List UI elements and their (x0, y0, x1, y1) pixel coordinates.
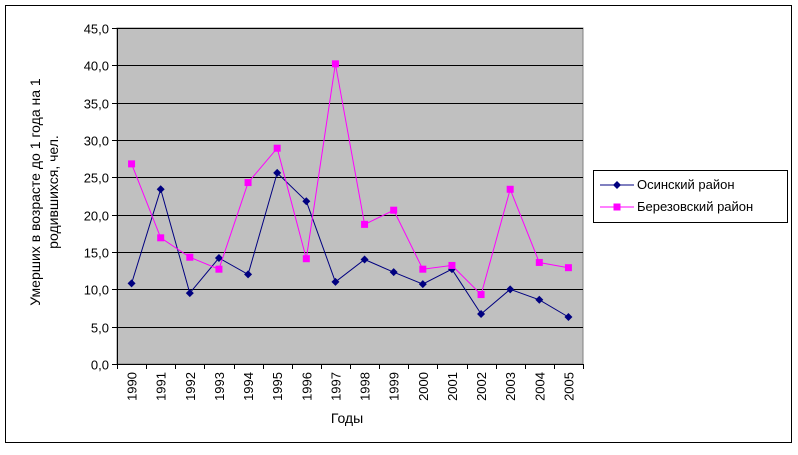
x-tick-label: 1997 (328, 372, 343, 401)
data-point (127, 279, 136, 288)
data-point (361, 220, 369, 228)
data-point (331, 60, 339, 68)
x-tick-label: 2005 (561, 372, 576, 401)
data-point (302, 197, 311, 206)
y-tick-label: 0,0 (91, 358, 109, 373)
data-point (273, 168, 282, 177)
x-tick-label: 2002 (474, 372, 489, 401)
gridlines (112, 28, 583, 365)
x-axis-title: Годы (331, 410, 363, 426)
legend-marker-berezovsky (613, 203, 621, 211)
x-tick-label: 2000 (416, 372, 431, 401)
x-tick-label: 2003 (503, 372, 518, 401)
x-tick-label: 1996 (299, 372, 314, 401)
data-point (535, 258, 543, 266)
data-point (448, 261, 456, 269)
y-tick-label: 20,0 (84, 209, 109, 224)
y-tick-label: 10,0 (84, 283, 109, 298)
x-tick-label: 1998 (358, 372, 373, 401)
x-tick-label: 1995 (270, 372, 285, 401)
x-tick-label: 1993 (212, 372, 227, 401)
data-point (564, 264, 572, 272)
y-axis-title-line2: родившихся, чел. (45, 135, 61, 249)
data-point (244, 179, 252, 187)
axes (117, 28, 584, 369)
data-point (477, 309, 486, 318)
y-tick-label: 5,0 (91, 321, 109, 336)
x-tick-label: 2004 (532, 372, 547, 401)
data-point (215, 265, 223, 273)
series-1 (128, 60, 572, 299)
y-tick-label: 15,0 (84, 246, 109, 261)
x-tick-label: 2001 (445, 372, 460, 401)
data-point (244, 270, 253, 279)
data-point (360, 255, 369, 264)
data-point (419, 265, 427, 273)
data-point (157, 234, 165, 242)
x-tick-label: 1990 (125, 372, 140, 401)
y-tick-label: 45,0 (84, 22, 109, 37)
y-tick-labels: 0,0 5,0 10,0 15,0 20,0 25,0 30,0 35,0 40,0 45,0 (84, 22, 109, 373)
x-tick-label: 1994 (241, 372, 256, 401)
x-tick-label: 1999 (387, 372, 402, 401)
data-point (390, 206, 398, 214)
data-point (564, 312, 573, 321)
data-point (535, 295, 544, 304)
data-point (156, 185, 165, 194)
data-point (302, 255, 310, 263)
data-point (331, 277, 340, 286)
data-point (477, 291, 485, 299)
legend: Осинский район Березовский район (593, 170, 788, 223)
legend-marker-osinsky (613, 181, 621, 189)
data-point (389, 268, 398, 277)
y-tick-label: 35,0 (84, 97, 109, 112)
y-tick-label: 40,0 (84, 59, 109, 74)
data-point (506, 285, 515, 294)
x-tick-labels: 1990 1991 1992 1993 1994 1995 1996 1997 1998 1999… (125, 372, 577, 401)
data-point (185, 289, 194, 298)
series-layer (127, 60, 573, 321)
x-tick-label: 1991 (154, 372, 169, 401)
legend-box (593, 170, 788, 223)
data-point (186, 253, 194, 261)
series-line (131, 63, 569, 296)
series-line (131, 171, 569, 318)
legend-label-berezovsky: Березовский район (637, 199, 753, 214)
legend-label-osinsky: Осинский район (637, 177, 735, 192)
y-axis-title-line1: Умерших в возрасте до 1 года на 1 (27, 78, 43, 306)
data-point (214, 253, 223, 262)
plot-area (116, 27, 584, 365)
data-point (273, 144, 281, 152)
y-tick-label: 25,0 (84, 171, 109, 186)
y-tick-label: 30,0 (84, 134, 109, 149)
data-point (418, 280, 427, 289)
series-0 (127, 168, 573, 321)
data-point (128, 160, 136, 168)
x-tick-label: 1992 (183, 372, 198, 401)
y-axis-title: Умерших в возрасте до 1 года на 1 родивш… (27, 78, 61, 306)
data-point (506, 185, 514, 193)
